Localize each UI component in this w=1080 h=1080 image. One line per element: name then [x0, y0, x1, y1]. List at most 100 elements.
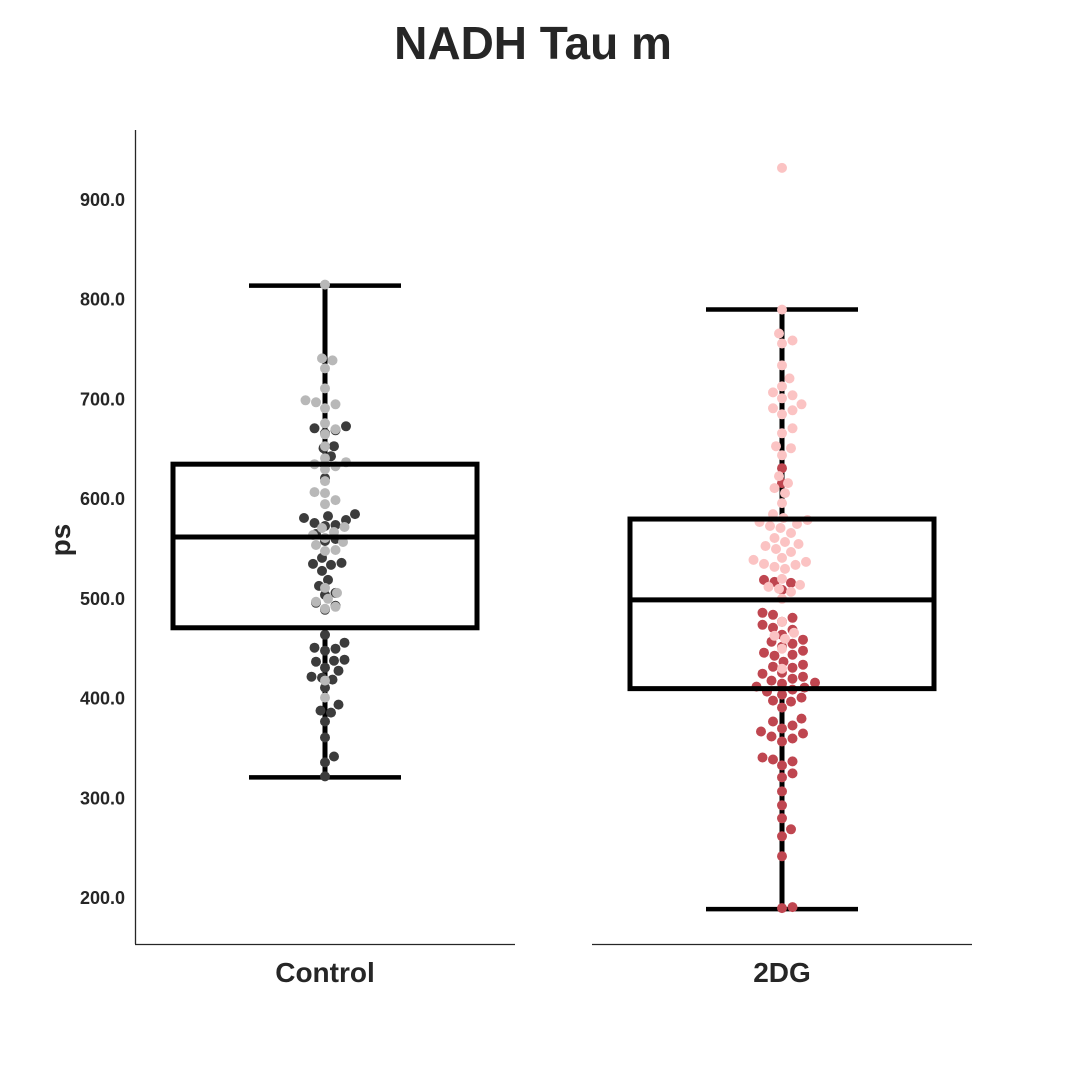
- data-point: [330, 643, 341, 654]
- data-point: [323, 593, 333, 604]
- data-point: [777, 381, 787, 392]
- y-tick-label: 600.0: [80, 489, 125, 509]
- y-tick-label: 300.0: [80, 788, 125, 808]
- data-point: [320, 716, 330, 727]
- data-point: [330, 399, 341, 410]
- data-point: [777, 903, 787, 914]
- data-point: [790, 559, 801, 570]
- x-tick-label: 2DG: [753, 957, 811, 988]
- data-point: [787, 405, 798, 416]
- panel-2dg: 2DG: [592, 162, 972, 988]
- data-point: [789, 627, 799, 638]
- data-point: [765, 521, 775, 531]
- data-point: [320, 603, 330, 614]
- data-point: [327, 674, 338, 685]
- data-point: [330, 545, 341, 555]
- y-axis-label: ps: [45, 524, 76, 557]
- data-point: [323, 574, 333, 585]
- data-point: [760, 541, 771, 551]
- data-point: [759, 647, 769, 658]
- data-point: [350, 509, 360, 520]
- data-point: [774, 583, 784, 594]
- data-point: [786, 528, 796, 538]
- data-point: [329, 441, 339, 452]
- data-point: [784, 373, 795, 384]
- data-point: [787, 756, 798, 767]
- data-point: [786, 824, 796, 835]
- data-point: [317, 353, 327, 364]
- data-point: [768, 387, 778, 398]
- data-point: [339, 522, 350, 532]
- data-point: [320, 629, 330, 640]
- data-point: [787, 720, 798, 731]
- data-point: [787, 390, 798, 401]
- data-point: [311, 540, 321, 550]
- data-point: [320, 363, 330, 374]
- data-point: [768, 661, 778, 672]
- y-tick-label: 900.0: [80, 190, 125, 210]
- data-point: [798, 659, 808, 670]
- data-point: [332, 587, 342, 598]
- y-tick-label: 700.0: [80, 389, 125, 409]
- data-point: [787, 768, 798, 779]
- data-point: [320, 692, 330, 703]
- data-point: [329, 751, 339, 762]
- data-point: [787, 673, 798, 684]
- data-point: [769, 630, 780, 641]
- data-point: [333, 665, 344, 676]
- data-point: [777, 786, 787, 797]
- data-point: [787, 902, 798, 913]
- data-point: [777, 831, 787, 842]
- data-point: [780, 488, 790, 499]
- data-point: [777, 360, 787, 371]
- data-point: [777, 689, 787, 700]
- data-point: [796, 399, 807, 410]
- data-point: [756, 726, 766, 737]
- data-point: [320, 488, 330, 499]
- data-point: [320, 453, 330, 464]
- data-point: [787, 662, 798, 673]
- data-point: [777, 552, 787, 563]
- data-point: [320, 441, 330, 452]
- data-point: [320, 429, 330, 440]
- data-point: [309, 423, 320, 434]
- data-point: [780, 537, 790, 547]
- data-point: [320, 499, 330, 510]
- data-point: [320, 383, 330, 394]
- data-point: [777, 851, 787, 862]
- data-point: [766, 675, 777, 686]
- data-point: [768, 622, 778, 633]
- data-point: [798, 634, 808, 645]
- data-point: [315, 705, 326, 716]
- data-point: [777, 702, 787, 713]
- data-point: [775, 523, 786, 533]
- data-point: [339, 654, 350, 665]
- data-point: [757, 752, 768, 763]
- data-point: [780, 563, 790, 574]
- data-point: [320, 771, 330, 782]
- y-axis-ticks: 200.0 300.0 400.0 500.0 600.0 700.0 800.0 900.0: [80, 190, 125, 908]
- data-point: [320, 546, 330, 556]
- data-point: [787, 423, 798, 434]
- data-point: [333, 699, 344, 710]
- data-point: [320, 403, 330, 414]
- data-point: [766, 731, 777, 742]
- data-point: [777, 678, 787, 689]
- data-point: [339, 637, 350, 648]
- category-panels: Control 2DG: [135, 162, 972, 988]
- data-point: [774, 471, 784, 482]
- data-point: [777, 643, 787, 654]
- data-point: [330, 495, 341, 506]
- data-point: [780, 633, 790, 644]
- data-point: [777, 450, 787, 461]
- data-point: [777, 760, 787, 771]
- data-point: [329, 655, 339, 666]
- data-point: [320, 476, 330, 487]
- data-point: [777, 573, 787, 584]
- data-point: [787, 612, 798, 623]
- data-point: [777, 616, 787, 627]
- data-point: [787, 638, 798, 649]
- data-point: [795, 579, 805, 590]
- data-point: [768, 754, 778, 765]
- data-point: [311, 596, 321, 607]
